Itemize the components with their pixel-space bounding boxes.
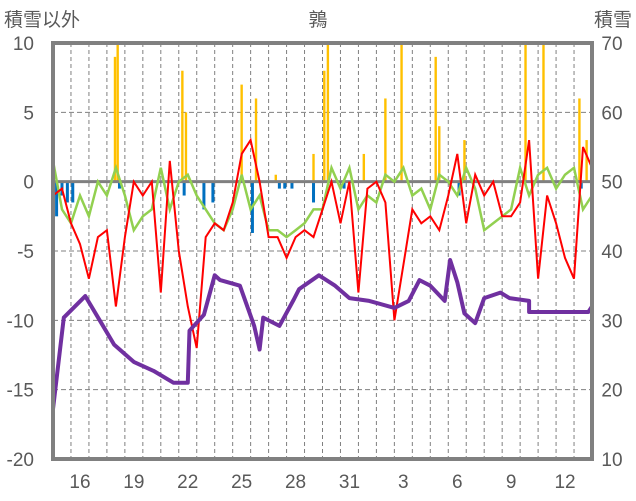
x-tick-label: 22 <box>177 472 198 493</box>
y-right-tick-label: 60 <box>601 103 622 124</box>
blue-bar <box>117 181 121 189</box>
x-tick-label: 12 <box>554 472 575 493</box>
yellow-bar <box>384 98 387 182</box>
blue-bar <box>182 181 186 196</box>
right-axis-title: 積雪 <box>594 9 632 31</box>
yellow-bar <box>585 140 588 182</box>
yellow-bar <box>184 112 188 182</box>
yellow-bar <box>434 56 437 182</box>
y-right-tick-label: 10 <box>601 450 622 471</box>
y-left-tick-label: 0 <box>23 173 34 194</box>
y-right-tick-label: 50 <box>601 173 622 194</box>
y-right-tick-label: 40 <box>601 242 622 263</box>
yellow-bar <box>274 174 277 182</box>
yellow-bar <box>463 140 466 182</box>
bars <box>55 43 588 233</box>
y-left-tick-label: -20 <box>7 450 34 471</box>
blue-bar <box>312 181 316 203</box>
plot-frame <box>51 41 594 461</box>
x-tick-label: 31 <box>339 472 360 493</box>
yellow-bar <box>312 153 315 182</box>
y-left-tick-label: -10 <box>7 311 34 332</box>
y-left-tick-label: 5 <box>23 103 34 124</box>
chart-title: 鶉 <box>308 9 327 31</box>
x-tick-label: 6 <box>452 472 463 493</box>
y-right-tick-label: 20 <box>601 381 622 402</box>
y-right-tick-label: 30 <box>601 311 622 332</box>
blue-bar <box>65 181 69 203</box>
blue-bar <box>55 181 59 217</box>
gridlines <box>53 43 592 459</box>
blue-bar <box>342 181 346 189</box>
yellow-bar <box>113 56 117 182</box>
yellow-bar <box>240 84 243 182</box>
x-tick-label: 28 <box>285 472 306 493</box>
yellow-bar <box>542 43 545 182</box>
blue-bar <box>283 181 287 189</box>
yellow-bar <box>326 43 330 182</box>
blue-bar <box>202 181 206 210</box>
blue-bar <box>290 181 294 189</box>
yellow-bar <box>362 153 366 182</box>
y-left-tick-label: 10 <box>13 34 34 55</box>
yellow-bar <box>181 70 184 182</box>
yellow-bar <box>400 43 403 182</box>
yellow-bar <box>438 126 441 182</box>
red-series-line <box>52 137 593 349</box>
snow-depth-line <box>51 258 594 410</box>
y-right-tick-label: 70 <box>601 34 622 55</box>
blue-bar <box>277 181 281 189</box>
yellow-bar <box>116 43 119 182</box>
x-tick-label: 3 <box>398 472 409 493</box>
yellow-bar <box>578 98 581 182</box>
blue-bar <box>211 181 215 203</box>
blue-bar <box>71 181 75 203</box>
yellow-bar <box>254 98 258 182</box>
series-lines <box>51 137 594 410</box>
x-tick-label: 9 <box>506 472 517 493</box>
x-tick-label: 25 <box>231 472 252 493</box>
yellow-bar <box>524 43 527 182</box>
yellow-bar <box>323 70 326 182</box>
x-tick-label: 19 <box>123 472 144 493</box>
x-tick-label: 16 <box>69 472 90 493</box>
y-left-tick-label: -15 <box>7 381 34 402</box>
left-axis-title: 積雪以外 <box>4 9 80 31</box>
y-left-tick-label: -5 <box>17 242 34 263</box>
